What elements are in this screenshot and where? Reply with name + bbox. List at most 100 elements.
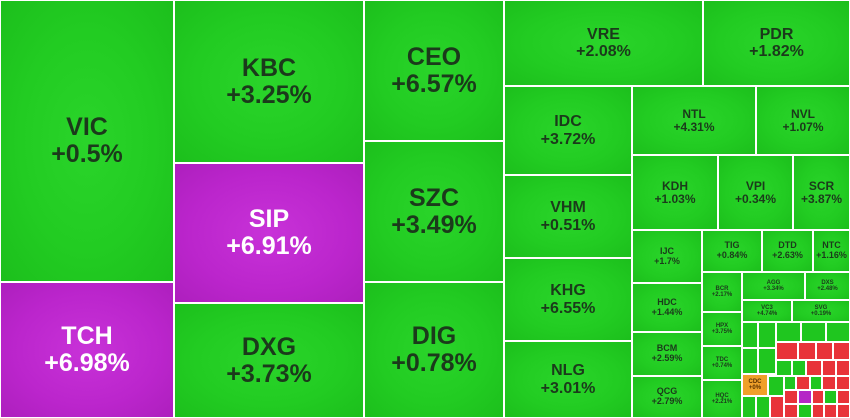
tile-small[interactable] (784, 376, 796, 390)
tile-small[interactable] (776, 342, 798, 360)
tile-change: +0.74% (711, 363, 733, 369)
tile-small[interactable] (784, 390, 798, 404)
tile-small[interactable] (822, 376, 836, 390)
tile-change: +3.75% (711, 329, 733, 335)
tile-small[interactable] (812, 390, 824, 404)
tile-small[interactable] (742, 322, 758, 348)
tile-bcm[interactable]: BCM +2.59% (632, 332, 702, 376)
tile-khg[interactable]: KHG +6.55% (504, 258, 632, 341)
tile-small[interactable] (742, 348, 758, 374)
tile-symbol: HQC (715, 392, 729, 399)
tile-tch[interactable]: TCH +6.98% (0, 282, 174, 418)
tile-small[interactable] (796, 376, 810, 390)
tile-change: +1.03% (654, 191, 696, 206)
tile-small[interactable] (792, 360, 806, 376)
tile-small[interactable] (812, 404, 824, 418)
tile-small[interactable] (801, 322, 826, 342)
tile-small[interactable] (816, 342, 833, 360)
tile-change: +4.31% (673, 119, 715, 134)
tile-small[interactable] (837, 404, 850, 418)
tile-change: +3.01% (540, 379, 596, 397)
tile-ntl[interactable]: NTL +4.31% (632, 86, 756, 155)
tile-symbol: TIG (724, 240, 740, 251)
tile-small[interactable] (810, 376, 822, 390)
tile-hdc[interactable]: HDC +1.44% (632, 283, 702, 332)
tile-small[interactable] (768, 376, 784, 396)
tile-change: +2.08% (576, 43, 631, 60)
tile-small[interactable] (798, 342, 816, 360)
tile-change: +1.16% (816, 250, 847, 260)
tile-szc[interactable]: SZC +3.49% (364, 141, 504, 282)
tile-bcr[interactable]: BCR +2.17% (702, 272, 742, 312)
tile-dxg[interactable]: DXG +3.73% (174, 303, 364, 418)
tile-change: +6.98% (44, 349, 130, 377)
tile-change: +1.7% (654, 255, 680, 266)
tile-vc3[interactable]: VC3 +4.74% (742, 300, 792, 322)
tile-small[interactable] (836, 376, 850, 390)
tile-small[interactable] (824, 390, 837, 404)
tile-small[interactable] (776, 360, 792, 376)
tile-dig[interactable]: DIG +0.78% (364, 282, 504, 418)
tile-small[interactable] (798, 404, 812, 418)
tile-symbol: NTL (682, 106, 706, 121)
tile-tdc[interactable]: TDC +0.74% (702, 346, 742, 380)
tile-symbol: NTC (822, 240, 841, 251)
tile-nlg[interactable]: NLG +3.01% (504, 341, 632, 418)
tile-small[interactable] (756, 396, 770, 418)
tile-symbol: VRE (587, 25, 620, 43)
tile-vpi[interactable]: VPI +0.34% (718, 155, 793, 230)
tile-small[interactable] (776, 322, 801, 342)
tile-dxs[interactable]: DXS +2.48% (805, 272, 850, 300)
tile-symbol: VPI (745, 178, 766, 193)
tile-qcg[interactable]: QCG +2.79% (632, 376, 702, 418)
tile-change: +2.21% (711, 399, 733, 405)
tile-pdr[interactable]: PDR +1.82% (703, 0, 850, 86)
tile-vic[interactable]: VIC +0.5% (0, 0, 174, 282)
tile-small[interactable] (833, 342, 850, 360)
tile-hqc[interactable]: HQC +2.21% (702, 380, 742, 418)
tile-symbol: SZC (409, 183, 459, 212)
tile-change: +3.73% (226, 359, 312, 388)
tile-ijc[interactable]: IJC +1.7% (632, 230, 702, 283)
tile-small[interactable] (798, 390, 812, 404)
tile-symbol: IDC (554, 113, 582, 131)
tile-small[interactable] (824, 404, 837, 418)
tile-ceo[interactable]: CEO +6.57% (364, 0, 504, 141)
tile-tig[interactable]: TIG +0.84% (702, 230, 762, 272)
tile-cdc[interactable]: CDC +0% (742, 374, 768, 396)
tile-change: +2.48% (817, 286, 838, 292)
tile-small[interactable] (822, 360, 836, 376)
tile-small[interactable] (837, 390, 850, 404)
tile-small[interactable] (758, 348, 776, 374)
tile-idc[interactable]: IDC +3.72% (504, 86, 632, 175)
tile-svg[interactable]: SVG +0.19% (792, 300, 850, 322)
tile-vhm[interactable]: VHM +0.51% (504, 175, 632, 258)
tile-symbol: DIG (411, 322, 457, 350)
tile-change: +3.87% (800, 191, 843, 206)
tile-change: +3.25% (226, 80, 312, 109)
tile-dtd[interactable]: DTD +2.63% (762, 230, 813, 272)
tile-small[interactable] (826, 322, 850, 342)
tile-change: +2.63% (772, 250, 803, 260)
tile-small[interactable] (784, 404, 798, 418)
tile-hpx[interactable]: HPX +3.75% (702, 312, 742, 346)
tile-symbol: DXS (821, 279, 834, 286)
tile-sip[interactable]: SIP +6.91% (174, 163, 364, 303)
tile-small[interactable] (770, 396, 784, 418)
tile-small[interactable] (742, 396, 756, 418)
tile-ntc[interactable]: NTC +1.16% (813, 230, 850, 272)
tile-change: +3.49% (391, 210, 477, 239)
tile-vre[interactable]: VRE +2.08% (504, 0, 703, 86)
tile-small[interactable] (806, 360, 822, 376)
tile-change: +3.34% (763, 286, 784, 292)
tile-kbc[interactable]: KBC +3.25% (174, 0, 364, 163)
tile-symbol: AGG (766, 279, 781, 286)
tile-small[interactable] (758, 322, 776, 348)
tile-symbol: DXG (241, 332, 297, 361)
tile-agg[interactable]: AGG +3.34% (742, 272, 805, 300)
tile-small[interactable] (836, 360, 850, 376)
tile-kdh[interactable]: KDH +1.03% (632, 155, 718, 230)
tile-symbol: CEO (406, 42, 462, 71)
tile-scr[interactable]: SCR +3.87% (793, 155, 850, 230)
tile-nvl[interactable]: NVL +1.07% (756, 86, 850, 155)
